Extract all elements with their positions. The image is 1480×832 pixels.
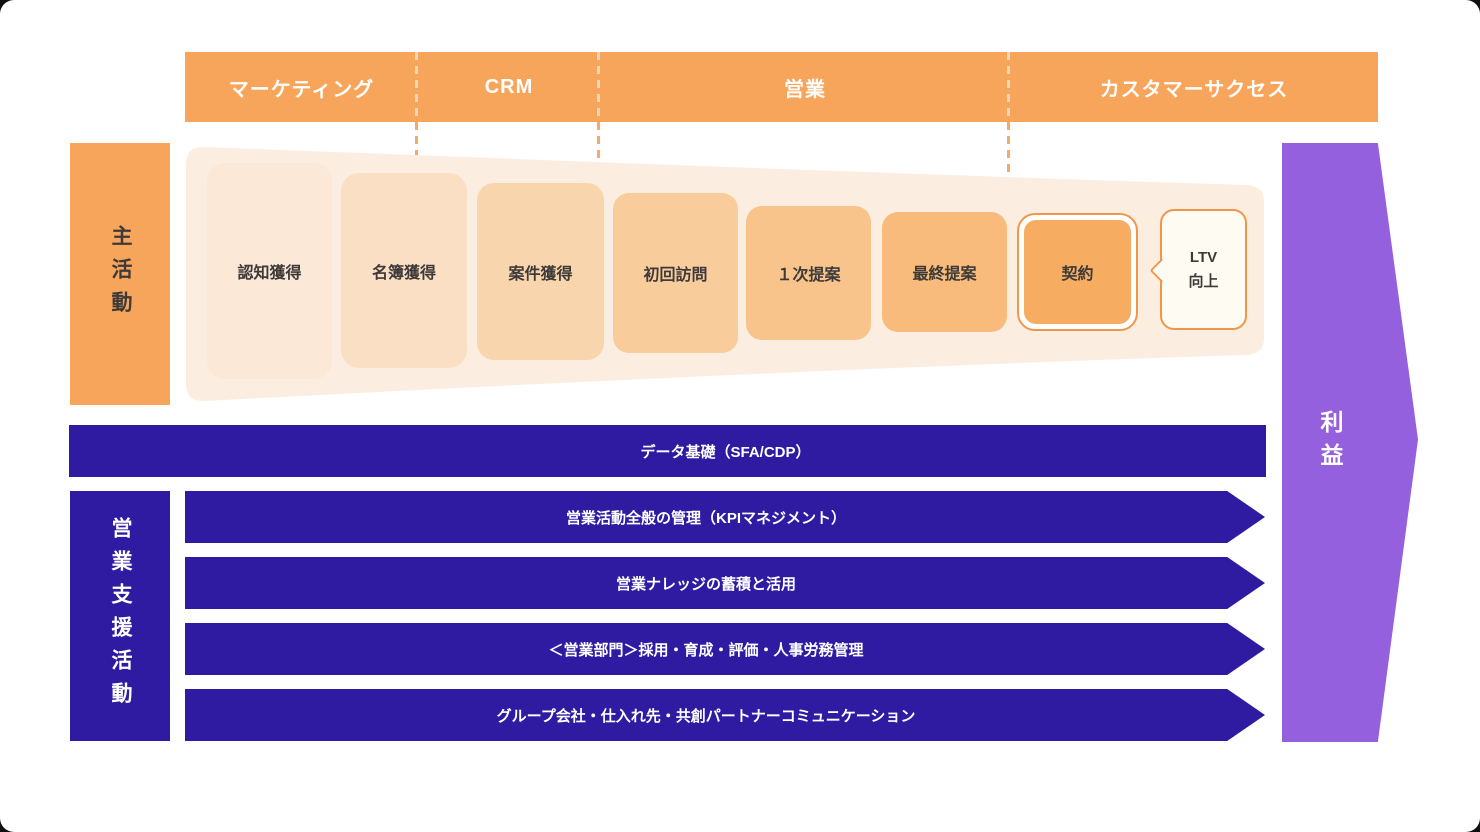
funnel-stage-lead-list: 名簿獲得 (341, 173, 467, 368)
header-label-sales: 営業 (784, 78, 826, 101)
stage-label: 契約 (1061, 266, 1094, 283)
header-section-marketing: マーケティング (185, 52, 418, 122)
support-bar-label: 営業活動全般の管理（KPIマネジメント） (565, 509, 846, 527)
primary-activity-text: 主活動 (109, 224, 132, 324)
profit-arrow: 利益 (1282, 143, 1418, 742)
separator-dash-2-tail (597, 122, 600, 182)
data-foundation-label: データ基礎（SFA/CDP） (640, 443, 811, 461)
stage-label: 名簿獲得 (371, 264, 436, 282)
support-bar-partner-communication: グループ会社・仕入れ先・共創パートナーコミュニケーション (185, 689, 1265, 741)
support-activity-text: 営業支援活動 (109, 517, 132, 715)
header-label-crm: CRM (484, 75, 534, 98)
header-label-marketing: マーケティング (228, 78, 375, 101)
header-section-customer-success: カスタマーサクセス (1010, 52, 1378, 122)
stage-label: 初回訪問 (643, 267, 708, 284)
support-bar-knowledge: 営業ナレッジの蓄積と活用 (185, 557, 1265, 609)
separator-dash-2 (597, 52, 600, 122)
profit-label-wrap: 利益 (1282, 143, 1378, 742)
stage-label: １次提案 (776, 267, 841, 284)
funnel-stage-awareness: 認知獲得 (207, 163, 332, 379)
support-bar-hr: ＜営業部門＞採用・育成・評価・人事労務管理 (185, 623, 1265, 675)
primary-activity-label: 主活動 (70, 143, 170, 405)
department-header-bar: マーケティング CRM 営業 カスタマーサクセス (185, 52, 1378, 122)
contract-inner-box: 契約 (1024, 220, 1131, 324)
funnel-stage-contract: 契約 (1017, 213, 1138, 331)
support-activity-label: 営業支援活動 (70, 491, 170, 741)
separator-dash-1 (415, 52, 418, 122)
data-foundation-bar: データ基礎（SFA/CDP） (69, 425, 1266, 477)
stage-label: 認知獲得 (237, 265, 302, 282)
separator-dash-1-tail (415, 122, 418, 168)
funnel-stage-final-proposal: 最終提案 (882, 212, 1007, 332)
main-activity-funnel: 認知獲得 名簿獲得 案件獲得 初回訪問 １次提案 最終提案 契約 LTV 向上 (185, 143, 1265, 405)
header-label-customer-success: カスタマーサクセス (1099, 78, 1289, 101)
stage-label: 案件獲得 (508, 265, 573, 283)
support-bar-label: 営業ナレッジの蓄積と活用 (615, 575, 796, 593)
support-bar-kpi-management: 営業活動全般の管理（KPIマネジメント） (185, 491, 1265, 543)
support-bar-label: グループ会社・仕入れ先・共創パートナーコミュニケーション (496, 707, 916, 725)
header-section-crm: CRM (418, 52, 600, 122)
ltv-speech-bubble: LTV 向上 (1160, 209, 1247, 330)
separator-dash-3-tail (1007, 122, 1010, 204)
separator-dash-3 (1007, 52, 1010, 122)
support-bar-label: ＜営業部門＞採用・育成・評価・人事労務管理 (548, 641, 864, 659)
funnel-stage-opportunity: 案件獲得 (477, 183, 604, 360)
header-section-sales: 営業 (600, 52, 1010, 122)
funnel-stage-first-proposal: １次提案 (746, 206, 871, 340)
profit-text: 利益 (1317, 409, 1343, 476)
stage-label: 最終提案 (912, 266, 977, 283)
bubble-line-2: 向上 (1188, 272, 1219, 290)
funnel-stage-first-visit: 初回訪問 (613, 193, 738, 353)
bubble-line-1: LTV (1189, 248, 1218, 266)
